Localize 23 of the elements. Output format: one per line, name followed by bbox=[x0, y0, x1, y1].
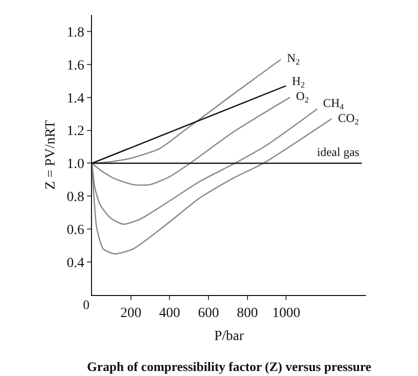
series-label: ideal gas bbox=[317, 145, 360, 159]
y-tick-label: 1.2 bbox=[66, 124, 84, 140]
y-tick-label: 1.8 bbox=[66, 25, 84, 40]
x-tick-label: 600 bbox=[198, 306, 220, 321]
y-tick-label: 0.4 bbox=[66, 256, 84, 271]
y-tick-label: 1.6 bbox=[66, 58, 84, 74]
x-tick-label: 400 bbox=[159, 306, 180, 321]
y-tick-label: 0.6 bbox=[66, 223, 84, 238]
y-tick-label: 1.0 bbox=[66, 157, 84, 172]
x-tick-label: 800 bbox=[236, 306, 258, 321]
y-axis-title: Z = PV/nRT bbox=[43, 120, 58, 190]
text: 0 bbox=[83, 297, 90, 312]
x-tick-label: 200 bbox=[120, 306, 142, 321]
series-label: N$_{2}$ bbox=[287, 51, 300, 67]
series-label: H$_{2}$ bbox=[292, 74, 305, 90]
x-tick-label: 1000 bbox=[272, 306, 300, 321]
series-label: O$_{2}$ bbox=[296, 89, 309, 105]
y-tick-label: 0.8 bbox=[66, 190, 84, 206]
text: Graph of compressibility factor (Z) versus pressure bbox=[87, 359, 372, 374]
series-label: CO$_{2}$ bbox=[338, 111, 359, 127]
x-axis-title: P/bar bbox=[214, 329, 244, 344]
series-label: CH$_{4}$ bbox=[323, 96, 345, 112]
y-tick-label: 1.4 bbox=[66, 91, 84, 106]
